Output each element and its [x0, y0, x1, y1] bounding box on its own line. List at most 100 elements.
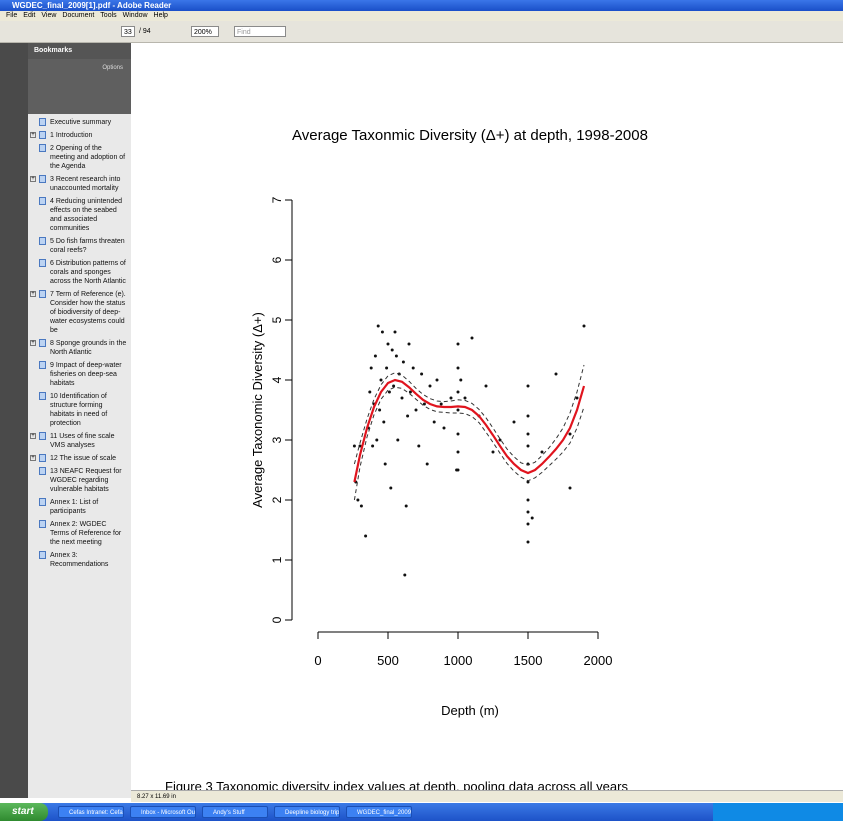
- bookmark-item[interactable]: 6 Distribution patterns of corals and sp…: [34, 259, 127, 286]
- figure-caption: Figure 3 Taxonomic diversity index value…: [165, 779, 628, 790]
- bookmarks-header: Bookmarks: [28, 43, 131, 59]
- data-point: [459, 379, 462, 382]
- taskbar-button[interactable]: Deepline biology trip...: [274, 806, 340, 818]
- menu-item[interactable]: Document: [62, 12, 94, 19]
- data-point: [374, 355, 377, 358]
- options-button[interactable]: Options: [102, 65, 123, 71]
- data-point: [527, 445, 530, 448]
- data-point: [405, 505, 408, 508]
- expand-toggle[interactable]: +: [30, 132, 36, 138]
- zoom-box[interactable]: 200%: [191, 26, 219, 37]
- data-point: [381, 331, 384, 334]
- bookmark-item[interactable]: Annex 1: List of participants: [34, 498, 127, 516]
- data-point: [382, 421, 385, 424]
- menu-item[interactable]: Window: [123, 12, 148, 19]
- bookmark-item[interactable]: +1 Introduction: [34, 131, 127, 140]
- menu-item[interactable]: View: [41, 12, 56, 19]
- confidence-line: [354, 387, 584, 500]
- bookmark-item[interactable]: 9 Impact of deep-water fisheries on deep…: [34, 361, 127, 388]
- data-point: [406, 415, 409, 418]
- expand-toggle[interactable]: +: [30, 340, 36, 346]
- y-tick-label: 3: [270, 436, 284, 443]
- taskbar-button[interactable]: Cefas Intranet: Cefa...: [58, 806, 124, 818]
- y-tick-label: 1: [270, 556, 284, 563]
- bookmark-label[interactable]: 4 Reducing unintended effects on the sea…: [50, 198, 122, 232]
- bookmark-label[interactable]: 12 The issue of scale: [50, 455, 116, 462]
- navigation-strip: [0, 43, 28, 798]
- bookmark-icon: [39, 454, 46, 462]
- data-point: [569, 433, 572, 436]
- bookmark-label[interactable]: 9 Impact of deep-water fisheries on deep…: [50, 362, 122, 387]
- bookmark-item[interactable]: +7 Term of Reference (e). Consider how t…: [34, 290, 127, 335]
- bookmark-label[interactable]: 5 Do fish farms threaten coral reefs?: [50, 238, 125, 254]
- bookmark-icon: [39, 144, 46, 152]
- bookmark-label[interactable]: Annex 2: WGDEC Terms of Reference for th…: [50, 521, 121, 546]
- menu-item[interactable]: Edit: [23, 12, 35, 19]
- bookmark-label[interactable]: 6 Distribution patterns of corals and sp…: [50, 260, 126, 285]
- bookmark-label[interactable]: 3 Recent research into unaccounted morta…: [50, 176, 120, 192]
- data-point: [375, 439, 378, 442]
- bookmark-label[interactable]: Annex 1: List of participants: [50, 499, 98, 515]
- find-box[interactable]: Find: [234, 26, 286, 37]
- data-point: [426, 463, 429, 466]
- data-point: [457, 343, 460, 346]
- bookmarks-panel: Bookmarks Options Executive summary +1 In…: [28, 43, 131, 798]
- bookmark-item[interactable]: Executive summary: [34, 118, 127, 127]
- bookmark-item[interactable]: +3 Recent research into unaccounted mort…: [34, 175, 127, 193]
- data-point: [527, 433, 530, 436]
- taskbar-button[interactable]: Inbox - Microsoft Out...: [130, 806, 196, 818]
- data-point: [396, 439, 399, 442]
- bookmark-label[interactable]: 8 Sponge grounds in the North Atlantic: [50, 340, 126, 356]
- bookmark-item[interactable]: 2 Opening of the meeting and adoption of…: [34, 144, 127, 171]
- data-point: [391, 349, 394, 352]
- bookmark-label[interactable]: 10 Identification of structure forming h…: [50, 393, 107, 427]
- bookmark-item[interactable]: +11 Uses of fine scale VMS analyses: [34, 432, 127, 450]
- status-bar: 8.27 x 11.69 in: [131, 790, 843, 802]
- bookmark-label[interactable]: 2 Opening of the meeting and adoption of…: [50, 145, 125, 170]
- taskbar-button[interactable]: WGDEC_final_2009[1]...: [346, 806, 412, 818]
- bookmark-label[interactable]: 7 Term of Reference (e). Consider how th…: [50, 291, 126, 334]
- bookmarks-title: Bookmarks: [34, 47, 72, 54]
- data-point: [415, 409, 418, 412]
- page-box[interactable]: 33: [121, 26, 135, 37]
- data-point: [499, 439, 502, 442]
- expand-toggle[interactable]: +: [30, 433, 36, 439]
- bookmark-item[interactable]: Annex 2: WGDEC Terms of Reference for th…: [34, 520, 127, 547]
- data-point: [385, 367, 388, 370]
- menu-item[interactable]: Help: [154, 12, 168, 19]
- document-page: Average Taxonmic Diversity (Δ+) at depth…: [131, 43, 843, 790]
- taskbar-button[interactable]: Andy's Stuff: [202, 806, 268, 818]
- y-tick-label: 5: [270, 316, 284, 323]
- bookmark-icon: [39, 432, 46, 440]
- data-point: [436, 379, 439, 382]
- bookmark-item[interactable]: 13 NEAFC Request for WGDEC regarding vul…: [34, 467, 127, 494]
- data-point: [576, 397, 579, 400]
- bookmark-label[interactable]: Executive summary: [50, 119, 111, 126]
- expand-toggle[interactable]: +: [30, 176, 36, 182]
- bookmark-item[interactable]: +8 Sponge grounds in the North Atlantic: [34, 339, 127, 357]
- x-tick-label: 1000: [444, 653, 473, 668]
- data-point: [492, 451, 495, 454]
- menu-item[interactable]: Tools: [100, 12, 116, 19]
- bookmark-label[interactable]: 1 Introduction: [50, 132, 92, 139]
- bookmark-item[interactable]: +12 The issue of scale: [34, 454, 127, 463]
- data-point: [450, 397, 453, 400]
- data-point: [433, 421, 436, 424]
- expand-toggle[interactable]: +: [30, 291, 36, 297]
- x-tick-label: 0: [314, 653, 321, 668]
- data-point: [457, 469, 460, 472]
- bookmark-label[interactable]: Annex 3: Recommendations: [50, 552, 108, 568]
- bookmark-label[interactable]: 11 Uses of fine scale VMS analyses: [50, 433, 114, 449]
- y-tick-label: 2: [270, 496, 284, 503]
- bookmark-label[interactable]: 13 NEAFC Request for WGDEC regarding vul…: [50, 468, 122, 493]
- data-point: [384, 463, 387, 466]
- bookmark-item[interactable]: Annex 3: Recommendations: [34, 551, 127, 569]
- expand-toggle[interactable]: +: [30, 455, 36, 461]
- toolbar: 33 / 94 200% Find: [0, 21, 843, 43]
- bookmark-item[interactable]: 10 Identification of structure forming h…: [34, 392, 127, 428]
- data-point: [392, 385, 395, 388]
- bookmark-item[interactable]: 5 Do fish farms threaten coral reefs?: [34, 237, 127, 255]
- bookmark-item[interactable]: 4 Reducing unintended effects on the sea…: [34, 197, 127, 233]
- start-button[interactable]: start: [0, 803, 48, 821]
- menu-item[interactable]: File: [6, 12, 17, 19]
